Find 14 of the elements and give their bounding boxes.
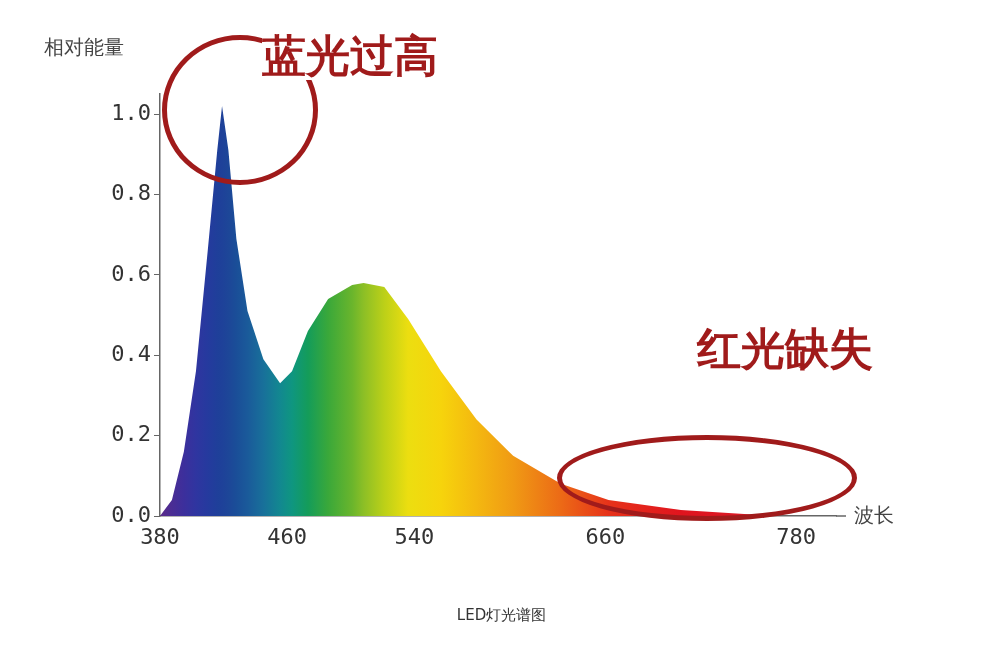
y-tick-label: 1.0 xyxy=(111,99,151,125)
x-tick-label: 540 xyxy=(394,523,435,549)
x-tick-label: 660 xyxy=(585,523,626,549)
y-tick-label: 0.4 xyxy=(111,340,151,366)
y-tick-label: 0.8 xyxy=(111,180,151,206)
text: LED灯光谱图 xyxy=(455,606,548,625)
x-axis-title: 波长 xyxy=(854,502,894,529)
x-tick-label: 780 xyxy=(776,523,817,549)
text: 蓝光过高 xyxy=(262,30,438,81)
y-tick-label: 0.6 xyxy=(111,260,151,286)
x-tick-label: 460 xyxy=(267,523,308,549)
annotation: 红光缺失 xyxy=(697,323,873,374)
y-tick-label: 0.2 xyxy=(111,421,151,447)
y-axis-title: 相对能量 xyxy=(44,34,124,61)
